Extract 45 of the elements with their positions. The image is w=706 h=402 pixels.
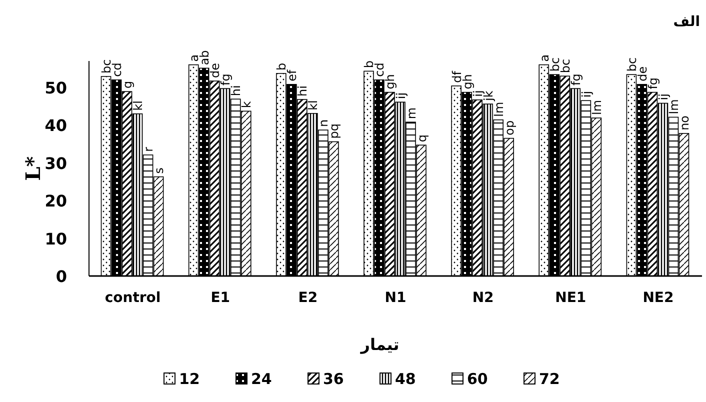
data-label: m: [404, 107, 418, 120]
x-tick-label: N2: [472, 290, 494, 306]
legend-label: 24: [251, 370, 272, 388]
x-axis-title: تیمار: [360, 335, 400, 354]
data-label: no: [677, 115, 692, 130]
data-label: lm: [590, 100, 604, 115]
data-label: kl: [131, 100, 146, 111]
x-tick-label: NE1: [555, 290, 586, 306]
x-tick-label: NE2: [642, 290, 674, 306]
y-axis-title: L*: [21, 156, 45, 181]
x-tick-label: N1: [384, 290, 406, 306]
y-tick-label: 40: [44, 116, 67, 136]
data-label: kl: [306, 100, 320, 110]
y-tick-label: 10: [44, 229, 67, 248]
legend-label: 72: [539, 370, 560, 388]
data-label: ef: [285, 69, 300, 82]
x-tick-label: control: [104, 290, 161, 306]
data-label: s: [152, 168, 166, 174]
data-label: hi: [296, 86, 310, 96]
y-tick-label: 30: [44, 154, 67, 173]
legend-label: 12: [179, 370, 200, 388]
x-tick-label: E2: [298, 290, 318, 306]
data-label: r: [142, 146, 156, 152]
data-label: ij: [470, 90, 485, 97]
data-label: gh: [383, 74, 398, 90]
legend-label: 48: [395, 370, 416, 388]
data-label: lm: [492, 102, 506, 117]
y-tick-label: 20: [44, 192, 67, 211]
y-tick-label: 0: [56, 267, 67, 286]
data-label: q: [414, 134, 429, 142]
data-label: fg: [568, 74, 583, 86]
chart-title: الف: [673, 14, 700, 30]
legend-label: 36: [323, 370, 344, 388]
data-label: ij: [656, 94, 670, 100]
data-label: b: [274, 62, 289, 70]
data-label: k: [240, 101, 254, 108]
y-tick-label: 50: [44, 78, 67, 98]
data-label: ij: [579, 90, 594, 98]
data-label: lm: [666, 99, 681, 114]
data-label: op: [502, 120, 516, 136]
legend-label: 60: [467, 370, 488, 388]
x-tick-label: E1: [210, 290, 230, 306]
data-label: g: [120, 80, 135, 89]
data-label: ij: [394, 92, 408, 100]
data-label: hi: [229, 85, 244, 96]
